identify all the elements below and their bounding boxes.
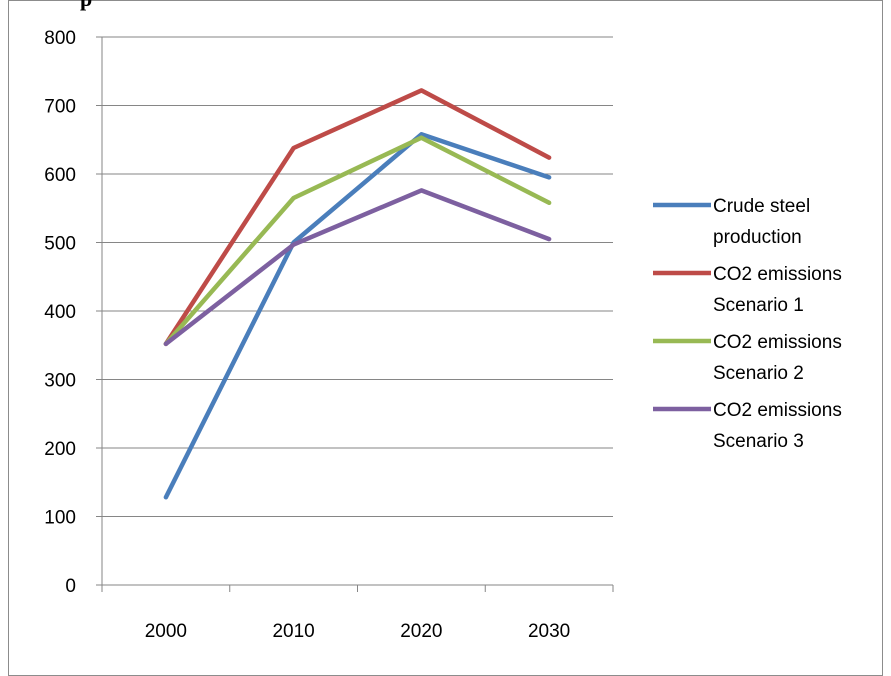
- x-tick-label: 2010: [272, 621, 314, 642]
- legend-item: CO2 emissions Scenario 2: [653, 332, 842, 384]
- legend-label: Scenario 2: [713, 363, 804, 384]
- y-tick-label: 200: [44, 439, 76, 460]
- series-line-2: [163, 88, 552, 347]
- legend-label: Crude steel: [713, 196, 810, 217]
- y-tick-label: 300: [44, 371, 76, 392]
- x-tick-labels: 2000 2010 2020 2030: [145, 621, 571, 642]
- y-tick-label: 600: [44, 165, 76, 186]
- clipped-title-fragment: p: [80, 0, 92, 12]
- y-tick-label: 0: [65, 576, 76, 597]
- x-tick-label: 2030: [528, 621, 570, 642]
- legend-item: CO2 emissions Scenario 3: [653, 400, 842, 452]
- legend-item: Crude steel production: [653, 196, 810, 248]
- legend-label: CO2 emissions: [713, 332, 842, 353]
- y-tick-label: 500: [44, 234, 76, 255]
- y-tick-label: 100: [44, 508, 76, 529]
- y-tick-label: 700: [44, 97, 76, 118]
- y-tick-label: 800: [44, 28, 76, 49]
- x-tick-label: 2000: [145, 621, 187, 642]
- series-line-3: [163, 135, 552, 347]
- legend: Crude steel production CO2 emissions Scenar…: [653, 196, 842, 452]
- legend-label: Scenario 3: [713, 431, 804, 452]
- gridlines: [102, 36, 613, 517]
- legend-label: production: [713, 227, 802, 248]
- series-lines: [163, 88, 552, 500]
- legend-label: CO2 emissions: [713, 264, 842, 285]
- series-line-4: [163, 188, 552, 347]
- legend-item: CO2 emissions Scenario 1: [653, 264, 842, 316]
- axes: [96, 36, 614, 592]
- legend-label: CO2 emissions: [713, 400, 842, 421]
- y-tick-label: 400: [44, 302, 76, 323]
- x-tick-label: 2020: [400, 621, 442, 642]
- y-tick-labels: 0 100 200 300 400 500 600 700 800: [44, 28, 76, 597]
- series-line-1: [163, 132, 552, 500]
- legend-label: Scenario 1: [713, 295, 804, 316]
